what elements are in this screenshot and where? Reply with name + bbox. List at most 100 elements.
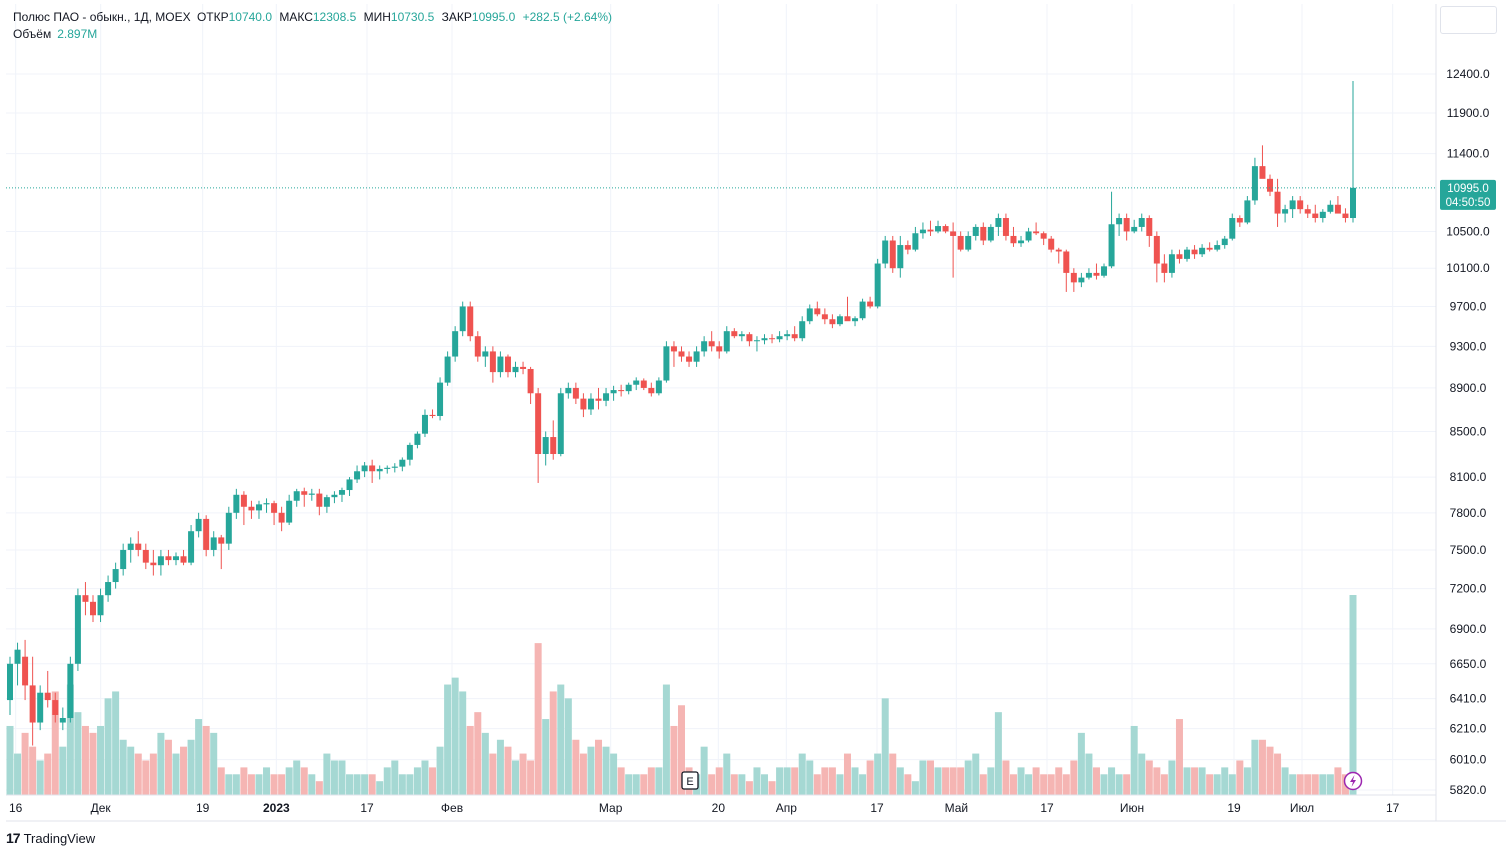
volume-bar — [828, 767, 836, 795]
candle — [1244, 196, 1251, 225]
volume-bar — [383, 767, 391, 795]
candle — [1153, 231, 1160, 283]
volume-bar — [579, 753, 587, 795]
volume-bar — [821, 767, 829, 795]
candle — [1221, 235, 1228, 249]
candle-body — [580, 398, 587, 410]
candle-body — [293, 491, 300, 501]
tradingview-branding[interactable]: 17 TradingView — [6, 830, 95, 846]
scale-settings-button[interactable] — [1440, 6, 1497, 34]
candle — [444, 351, 451, 386]
volume-bar — [534, 643, 542, 795]
candle — [150, 549, 157, 576]
volume-bar — [481, 732, 489, 795]
candle — [1108, 191, 1115, 269]
volume-bar — [474, 712, 482, 795]
candle-body — [286, 500, 293, 523]
volume-bar — [512, 760, 520, 795]
candle — [557, 387, 564, 457]
candle-body — [746, 334, 753, 342]
volume-bar — [104, 698, 112, 795]
candle — [135, 531, 142, 557]
candle — [625, 382, 632, 395]
time-axis[interactable]: 16 Дек 19 2023 17 Фев Мар 20 Апр 17 Май 17 Июн 19 Июл 1… — [9, 801, 1400, 815]
volume-label[interactable]: Объём — [13, 27, 52, 41]
volume-bar — [527, 760, 535, 795]
candle-body — [874, 263, 881, 307]
volume-bar — [376, 781, 384, 795]
volume-bar — [1243, 767, 1251, 795]
close-label: ЗАКР — [441, 10, 472, 24]
volume-value: 2.897M — [57, 27, 98, 41]
volume-bar — [338, 760, 346, 795]
volume-bar — [1213, 774, 1221, 795]
volume-bar — [1009, 774, 1017, 795]
candle — [406, 442, 413, 466]
volume-bar — [738, 774, 746, 795]
volume-bar — [1228, 774, 1236, 795]
lightning-icon[interactable] — [1343, 771, 1363, 791]
candle-body — [708, 341, 715, 347]
price-tick-label: 8900.0 — [1450, 381, 1487, 395]
candle-body — [414, 433, 421, 445]
time-tick-label: Мар — [599, 801, 623, 815]
candle — [142, 543, 149, 570]
candle — [429, 409, 436, 419]
candle — [1078, 272, 1085, 288]
candle-body — [821, 314, 828, 320]
volume-bar — [330, 760, 338, 795]
candle-body — [467, 306, 474, 337]
candle-body — [1199, 247, 1206, 255]
volume-bar — [149, 753, 157, 795]
volume-bar — [979, 774, 987, 795]
candle-body — [935, 226, 942, 232]
candle — [535, 387, 542, 483]
event-markers[interactable]: E — [681, 771, 699, 790]
candle-body — [557, 393, 564, 455]
volume-bar — [1115, 774, 1123, 795]
candle — [950, 222, 957, 278]
volume-bar — [1236, 760, 1244, 795]
candle — [1184, 246, 1191, 262]
volume-bar — [1206, 774, 1214, 795]
volume-bar — [202, 725, 210, 795]
candle-body — [376, 468, 383, 472]
volume-bar — [232, 774, 240, 795]
candle-body — [980, 226, 987, 241]
volume-bar — [1168, 760, 1176, 795]
volume-bar — [519, 753, 527, 795]
volume-bar — [640, 774, 648, 795]
candle — [852, 316, 859, 327]
candle — [957, 231, 964, 252]
candle — [1055, 247, 1062, 264]
candle-body — [535, 393, 542, 455]
candle-body — [520, 366, 527, 369]
candle — [701, 336, 708, 357]
candle — [1093, 263, 1100, 280]
volume-bars — [6, 595, 1357, 795]
price-tick-label: 6210.0 — [1450, 722, 1487, 736]
volume-bar — [957, 767, 965, 795]
volume-bar — [1047, 774, 1055, 795]
price-axis[interactable]: 12400.0 11900.0 11400.0 10500.0 10100.0 9700.… — [1446, 67, 1490, 797]
candle-body — [225, 512, 232, 544]
candle — [965, 231, 972, 252]
volume-bar — [572, 739, 580, 795]
candle-body — [769, 338, 776, 340]
candle-body — [814, 308, 821, 315]
candle-body — [527, 368, 534, 394]
candle — [391, 463, 398, 473]
candle — [603, 387, 610, 407]
volume-bar — [59, 746, 67, 795]
candle-body — [1297, 200, 1304, 210]
candle — [1259, 145, 1266, 179]
plot-area[interactable] — [6, 4, 1436, 821]
earnings-event-icon[interactable]: E — [681, 771, 699, 790]
close-value: 10995.0 — [471, 10, 516, 24]
candle-body — [459, 306, 466, 332]
candle — [1018, 235, 1025, 247]
candle — [474, 331, 481, 362]
symbol-title[interactable]: Полюс ПАО - обыкн., 1Д, MOEX — [13, 10, 191, 24]
